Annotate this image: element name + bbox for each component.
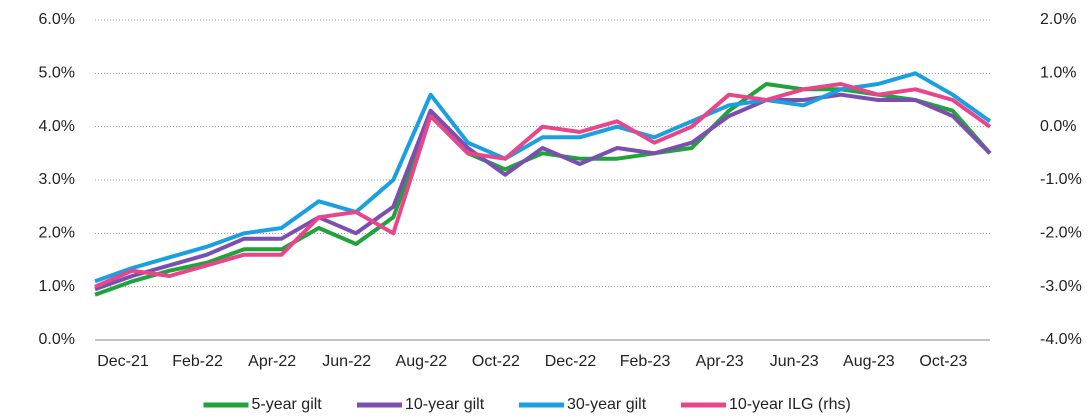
y2-tick-label: -3.0%: [1040, 278, 1082, 295]
legend-label: 30-year gilt: [567, 396, 647, 413]
y-tick-label: 4.0%: [39, 118, 75, 135]
y2-tick-label: -1.0%: [1040, 171, 1082, 188]
series-line: [94, 71, 992, 284]
x-tick-label: Dec-22: [545, 353, 597, 370]
x-tick-label: Dec-21: [97, 353, 149, 370]
x-tick-label: Apr-22: [248, 353, 296, 370]
y-tick-label: 1.0%: [39, 278, 75, 295]
x-tick-label: Apr-23: [696, 353, 744, 370]
y2-tick-label: 0.0%: [1040, 118, 1076, 135]
y-tick-label: 2.0%: [39, 225, 75, 242]
y-tick-label: 5.0%: [39, 65, 75, 82]
x-tick-label: Jun-22: [322, 353, 371, 370]
legend-label: 5-year gilt: [252, 396, 323, 413]
x-tick-label: Aug-22: [396, 353, 448, 370]
y-tick-label: 6.0%: [39, 11, 75, 28]
y2-tick-label: 2.0%: [1040, 11, 1076, 28]
x-tick-label: Jun-23: [770, 353, 819, 370]
y2-tick-label: 1.0%: [1040, 65, 1076, 82]
x-tick-label: Oct-23: [919, 353, 967, 370]
y2-tick-label: -4.0%: [1040, 331, 1082, 348]
x-tick-label: Feb-23: [620, 353, 671, 370]
x-tick-label: Aug-23: [843, 353, 895, 370]
legend-label: 10-year gilt: [405, 396, 485, 413]
x-tick-label: Feb-22: [172, 353, 223, 370]
y-tick-label: 3.0%: [39, 171, 75, 188]
y-tick-label: 0.0%: [39, 331, 75, 348]
legend-label: 10-year ILG (rhs): [729, 396, 851, 413]
x-tick-label: Oct-22: [472, 353, 520, 370]
y2-tick-label: -2.0%: [1040, 225, 1082, 242]
series-line: [94, 92, 992, 292]
series-line: [94, 82, 992, 297]
series-line: [94, 82, 992, 289]
